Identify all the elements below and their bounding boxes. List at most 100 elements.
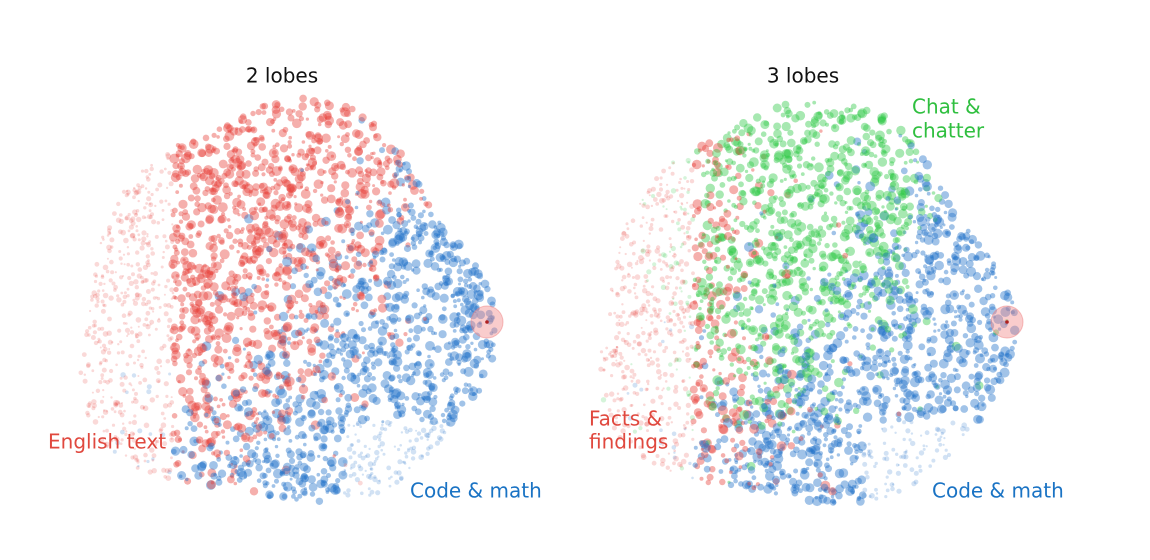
point: [196, 305, 206, 315]
point: [662, 437, 665, 440]
point: [843, 402, 854, 412]
point: [755, 242, 760, 246]
point: [249, 487, 259, 496]
point: [837, 312, 847, 321]
point: [373, 475, 377, 479]
point: [253, 232, 262, 241]
point: [411, 405, 418, 412]
point: [358, 117, 366, 124]
point: [183, 352, 189, 359]
point: [336, 160, 346, 170]
point: [671, 219, 675, 224]
point: [843, 326, 849, 332]
point: [253, 226, 263, 236]
point: [226, 163, 234, 171]
point: [633, 292, 637, 295]
point: [225, 169, 235, 179]
point: [704, 252, 713, 261]
point: [648, 226, 654, 232]
point: [286, 187, 292, 192]
point: [753, 113, 762, 122]
point: [788, 474, 792, 479]
point: [171, 291, 175, 295]
point: [975, 381, 984, 390]
point: [1000, 307, 1011, 317]
point: [354, 130, 364, 139]
point: [797, 369, 806, 378]
point: [264, 388, 271, 395]
point: [357, 280, 365, 288]
point: [873, 399, 882, 408]
point: [904, 226, 910, 231]
point: [286, 201, 291, 206]
point: [189, 301, 195, 307]
point: [844, 201, 848, 204]
point: [392, 356, 403, 367]
point: [862, 487, 868, 493]
point: [208, 442, 215, 450]
point: [804, 135, 812, 144]
point: [689, 357, 692, 361]
point: [826, 223, 833, 231]
point: [428, 385, 435, 392]
point: [753, 484, 757, 488]
point: [235, 155, 245, 164]
point: [896, 305, 904, 313]
point: [359, 425, 363, 428]
point: [731, 229, 737, 234]
point: [259, 182, 268, 192]
point: [188, 153, 195, 160]
point: [727, 458, 732, 462]
point: [175, 374, 186, 384]
point: [851, 224, 861, 234]
point: [151, 307, 155, 311]
point: [102, 292, 109, 299]
point: [862, 132, 871, 141]
point: [908, 318, 917, 326]
point: [129, 233, 135, 239]
point: [906, 298, 916, 308]
point: [716, 314, 721, 320]
point: [151, 281, 156, 286]
point: [731, 446, 737, 453]
point: [287, 306, 292, 311]
point: [810, 329, 820, 339]
point: [924, 265, 935, 276]
point: [367, 372, 373, 377]
point: [193, 346, 204, 357]
point: [716, 438, 722, 444]
point: [130, 326, 133, 329]
point: [817, 179, 827, 189]
point: [672, 438, 679, 444]
point: [242, 294, 248, 300]
point: [261, 375, 271, 384]
point: [609, 287, 614, 292]
point: [693, 445, 698, 450]
point: [729, 387, 739, 397]
point: [344, 146, 352, 153]
point: [347, 423, 351, 427]
point: [114, 438, 117, 441]
point: [881, 402, 889, 409]
point: [233, 423, 241, 431]
point: [942, 223, 946, 227]
point: [669, 267, 675, 272]
point: [102, 409, 109, 415]
point: [691, 162, 697, 168]
point: [315, 497, 324, 505]
point: [874, 222, 880, 228]
point: [974, 241, 983, 249]
point: [773, 295, 778, 301]
point: [824, 158, 830, 163]
point: [375, 490, 381, 496]
point: [804, 101, 811, 108]
point: [865, 342, 871, 348]
point: [271, 484, 276, 488]
point: [775, 428, 783, 436]
point: [244, 407, 253, 417]
point: [204, 405, 213, 414]
point: [295, 394, 305, 404]
point: [195, 232, 201, 238]
point: [875, 194, 882, 201]
point: [877, 291, 883, 297]
